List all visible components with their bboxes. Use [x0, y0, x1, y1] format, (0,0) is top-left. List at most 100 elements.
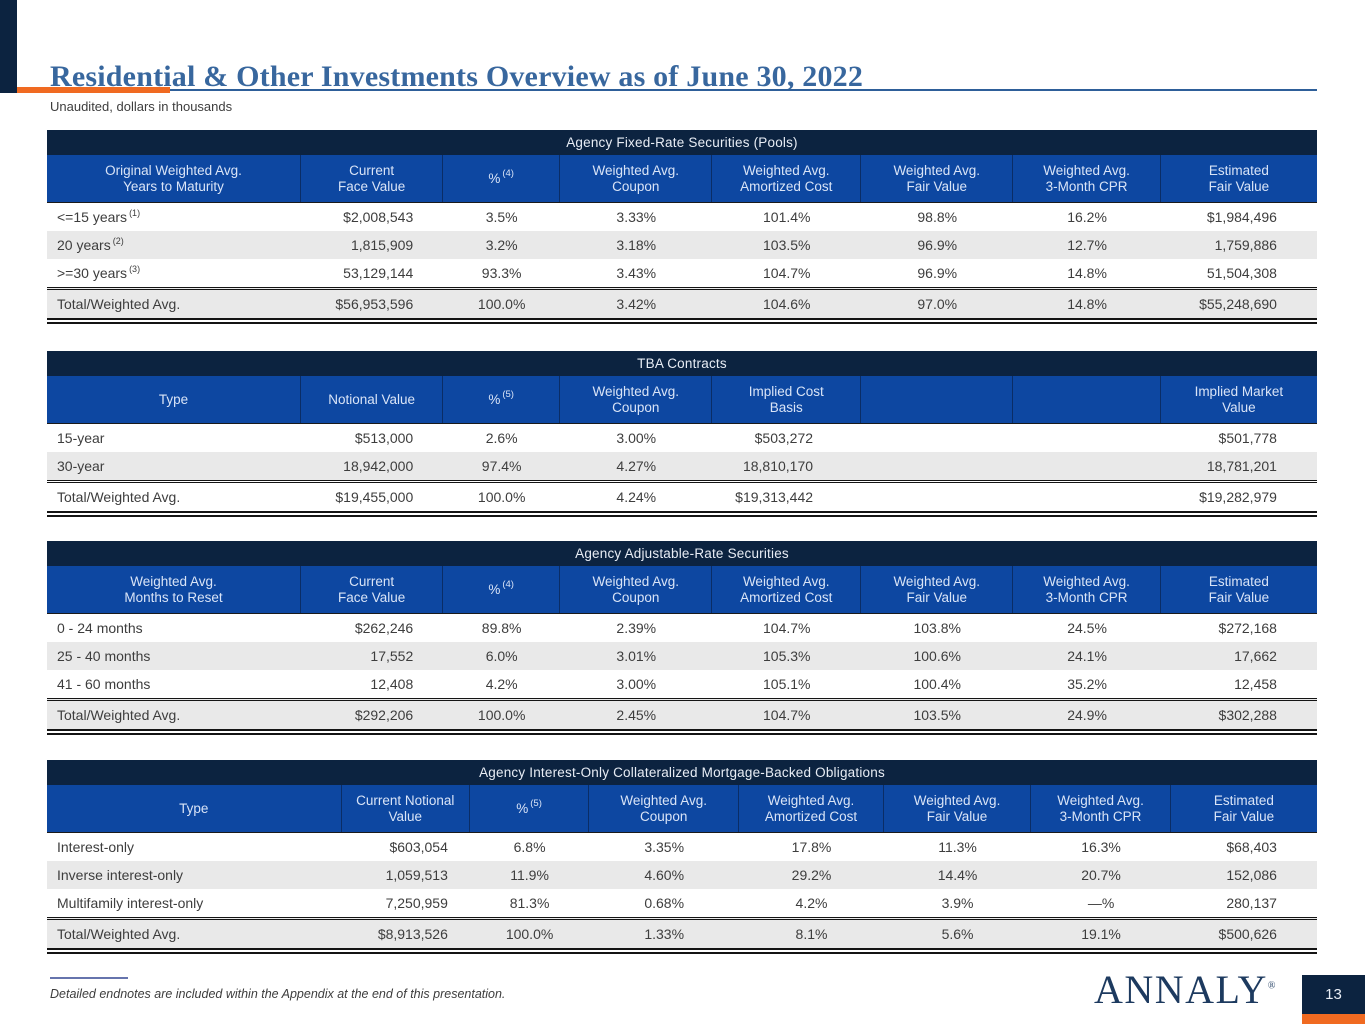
column-header: Weighted Avg. Amortized Cost: [712, 155, 862, 202]
table-cell: 1.33%: [644, 926, 685, 942]
table-cell: [861, 424, 1013, 452]
column-header: Weighted Avg. Amortized Cost: [739, 785, 884, 832]
column-header: Original Weighted Avg. Years to Maturity: [47, 155, 301, 202]
table-cell: 53,129,144: [343, 265, 414, 281]
table-cell: 12.7%: [1067, 237, 1107, 253]
table-cell: 100.4%: [913, 676, 961, 692]
table-cell: 35.2%: [1067, 676, 1107, 692]
table-cell: [1013, 483, 1160, 511]
table-cell: 3.00%: [616, 676, 657, 692]
table-title: TBA Contracts: [47, 351, 1317, 376]
column-header: % (4): [443, 155, 561, 202]
table-cell: 12,458: [1234, 676, 1277, 692]
table-cell: 17,552: [370, 648, 414, 664]
table-cell: $501,778: [1218, 430, 1277, 446]
column-header: Type: [47, 785, 342, 832]
column-header: % (4): [443, 566, 561, 613]
table-cell: 51,504,308: [1206, 265, 1277, 281]
table-row: 30-year 18,942,000 97.4% 4.27% 18,810,170 18,…: [47, 452, 1317, 480]
table-row: 0 - 24 months $262,246 89.8% 2.39% 104.7% 103…: [47, 614, 1317, 642]
table-cell: 8.1%: [795, 926, 828, 942]
column-header: Weighted Avg. 3-Month CPR: [1013, 566, 1161, 613]
table-row: Interest-only $603,054 6.8% 3.35% 17.8% 11.3%…: [47, 833, 1317, 861]
table-cell: 16.3%: [1081, 839, 1121, 855]
table-cell: 97.0%: [917, 296, 958, 312]
column-header: Weighted Avg. Fair Value: [861, 566, 1014, 613]
table-cell: 280,137: [1226, 895, 1277, 911]
table-total-row: Total/Weighted Avg. $56,953,596 100.0% 3.42…: [47, 287, 1317, 318]
table-cell: $272,168: [1218, 620, 1277, 636]
table-cell: 3.9%: [941, 895, 974, 911]
table-cell: Inverse interest-only: [57, 867, 184, 883]
table-cell: [861, 452, 1013, 480]
table-cell: 3.00%: [616, 430, 657, 446]
table-cell: $68,403: [1226, 839, 1277, 855]
table-cell: >=30 years (3): [57, 264, 141, 281]
column-header: Estimated Fair Value: [1208, 162, 1270, 194]
table-total-row: Total/Weighted Avg. $19,455,000 100.0% 4.24…: [47, 480, 1317, 511]
table-header-row: Weighted Avg. Months to Reset Current Fac…: [47, 566, 1317, 614]
column-header: Weighted Avg. Fair Value: [861, 155, 1014, 202]
page-number-badge: 13: [1302, 975, 1365, 1014]
column-header: Weighted Avg. Coupon: [560, 566, 713, 613]
table-row: >=30 years (3) 53,129,144 93.3% 3.43% 104.7% 9…: [47, 259, 1317, 287]
table-cell: 18,781,201: [1206, 458, 1277, 474]
table-cell: [861, 483, 1013, 511]
table-cell: $55,248,690: [1199, 296, 1277, 312]
corner-accent-block: [0, 0, 17, 93]
table-body: 0 - 24 months $262,246 89.8% 2.39% 104.7% 103…: [47, 614, 1317, 729]
page-title: Residential & Other Investments Overview…: [50, 60, 864, 94]
table-cell: 17.8%: [791, 839, 832, 855]
column-header: Current Face Value: [301, 566, 444, 613]
table-cell: 11.3%: [938, 839, 977, 855]
table-cell: 104.7%: [763, 707, 811, 723]
column-header: Current Notional Value: [342, 785, 470, 832]
table-cell: 7,250,959: [385, 895, 448, 911]
column-header: Weighted Avg. Coupon: [560, 376, 713, 423]
table-tba-contracts: TBA Contracts Type Notional Value% (5) Weig…: [47, 351, 1317, 517]
title-underline-orange: [17, 87, 170, 93]
table-cell: 3.35%: [644, 839, 685, 855]
table-agency-interest-only-cmbo: Agency Interest-Only Collateralized Mort…: [47, 760, 1317, 954]
table-cell: 20.7%: [1081, 867, 1121, 883]
table-row: 41 - 60 months 12,408 4.2% 3.00% 105.1% 100.4…: [47, 670, 1317, 698]
page-number-accent-bar: [1302, 1014, 1365, 1024]
table-cell: <=15 years (1): [57, 208, 141, 225]
table-cell: [1013, 424, 1160, 452]
table-cell: 100.0%: [477, 296, 526, 312]
table-cell: 98.8%: [917, 209, 958, 225]
table-cell: 3.2%: [485, 237, 518, 253]
table-cell: $500,626: [1218, 926, 1277, 942]
table-total-row: Total/Weighted Avg. $8,913,526 100.0% 1.33%…: [47, 917, 1317, 948]
table-cell: 93.3%: [481, 265, 522, 281]
table-title: Agency Adjustable-Rate Securities: [47, 541, 1317, 566]
table-cell: 18,942,000: [343, 458, 414, 474]
table-cell: 15-year: [57, 430, 105, 446]
column-header: Weighted Avg. Months to Reset: [47, 566, 301, 613]
title-underline-blue: [170, 89, 1317, 91]
table-cell: 100.6%: [913, 648, 961, 664]
endnote-text: Detailed endnotes are included within th…: [50, 987, 506, 1001]
table-cell: 3.42%: [616, 296, 657, 312]
column-header: % (5): [470, 785, 590, 832]
table-total-row: Total/Weighted Avg. $292,206 100.0% 2.45% 10…: [47, 698, 1317, 729]
table-cell: 105.1%: [763, 676, 811, 692]
column-header: Notional Value: [301, 376, 444, 423]
table-cell: [1013, 452, 1160, 480]
table-cell: 24.9%: [1067, 707, 1107, 723]
table-cell: 1,059,513: [385, 867, 448, 883]
table-cell: 24.1%: [1067, 648, 1107, 664]
table-cell: 81.3%: [509, 895, 550, 911]
table-cell: $302,288: [1218, 707, 1277, 723]
table-agency-adjustable-rate-securities: Agency Adjustable-Rate Securities Weight…: [47, 541, 1317, 735]
table-cell: $56,953,596: [335, 296, 414, 312]
table-cell: 96.9%: [917, 237, 958, 253]
table-cell: 19.1%: [1081, 926, 1121, 942]
table-cell: $19,282,979: [1199, 489, 1277, 505]
table-cell: Total/Weighted Avg.: [57, 489, 181, 505]
table-cell: 4.60%: [644, 867, 685, 883]
column-header: Estimated Fair Value: [1213, 792, 1275, 824]
table-cell: 30-year: [57, 458, 105, 474]
table-cell: 16.2%: [1067, 209, 1107, 225]
